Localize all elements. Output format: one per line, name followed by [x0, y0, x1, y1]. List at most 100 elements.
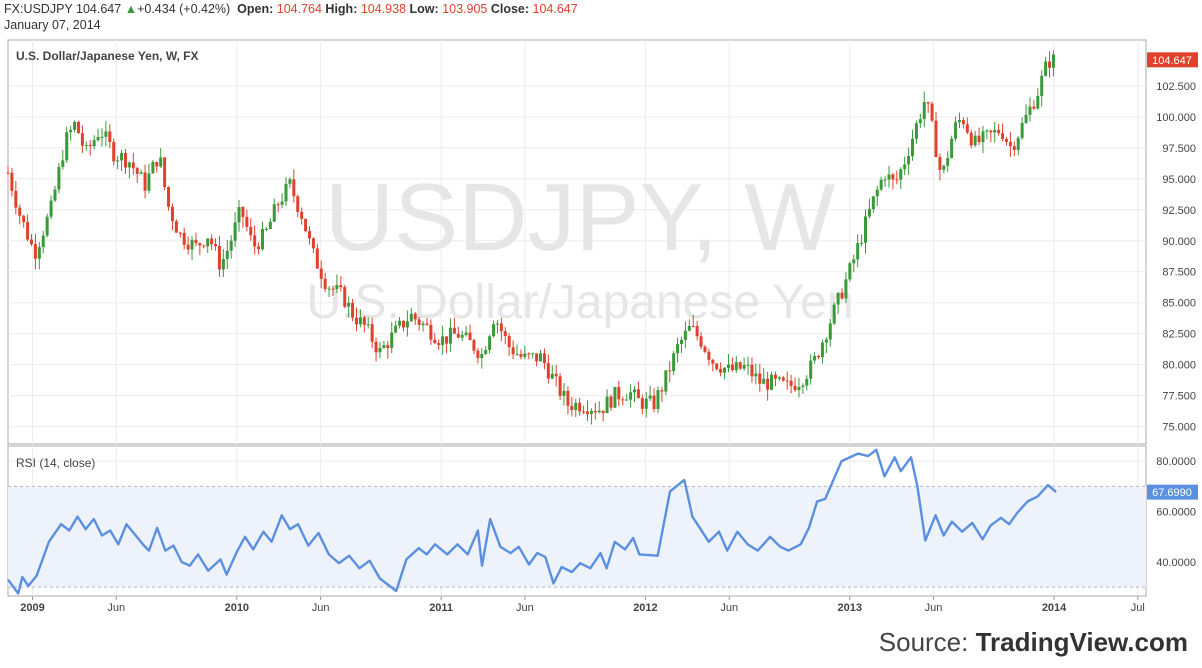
candle-body-up	[676, 344, 680, 354]
candle-body-up	[742, 365, 746, 369]
candle-body-up	[860, 242, 864, 244]
close-value: 104.647	[532, 2, 578, 16]
candle-body-down	[711, 359, 715, 364]
price-tick-label: 75.000	[1162, 422, 1196, 434]
candle-body-down	[311, 238, 315, 249]
candle-body-down	[472, 340, 476, 351]
candle-body-up	[770, 374, 774, 390]
candle-body-down	[593, 410, 597, 413]
candle-body-up	[366, 324, 370, 326]
candle-body-down	[699, 336, 703, 347]
candle-body-up	[910, 138, 914, 157]
candle-body-down	[182, 232, 186, 245]
candlestick-series[interactable]	[6, 50, 1055, 425]
price-y-axis[interactable]: 75.000 77.500 80.000 82.500 85.000 87.500 90.0…	[1156, 81, 1196, 434]
candle-body-up	[820, 342, 824, 358]
candle-body-down	[10, 172, 14, 191]
price-pane[interactable]	[7, 39, 1147, 445]
candle-body-down	[170, 206, 174, 222]
candle-body-up	[539, 353, 543, 362]
price-tick-label: 82.500	[1162, 329, 1196, 341]
candle-body-up	[69, 129, 73, 133]
candle-body-down	[33, 244, 37, 259]
time-tick-label: Jun	[720, 602, 738, 614]
candle-body-down	[519, 354, 523, 357]
candle-body-down	[476, 350, 480, 359]
candle-body-down	[304, 218, 308, 232]
candle-body-down	[108, 131, 112, 143]
price-tick-label: 100.000	[1156, 112, 1196, 124]
candle-body-up	[1024, 114, 1028, 123]
candle-body-down	[362, 317, 366, 325]
candle-body-down	[695, 325, 699, 337]
candle-body-up	[852, 259, 856, 264]
candle-body-up	[672, 353, 676, 372]
candle-body-down	[433, 339, 437, 344]
candle-body-up	[464, 332, 468, 336]
price-chart-title: U.S. Dollar/Japanese Yen, W, FX	[16, 49, 199, 63]
candle-body-down	[527, 353, 531, 355]
candle-body-down	[582, 411, 586, 413]
candle-body-up	[441, 336, 445, 345]
price-grid	[8, 40, 1146, 444]
last-rsi-badge-label: 67.6990	[1152, 487, 1192, 499]
rsi-series[interactable]	[7, 448, 1057, 595]
time-x-axis[interactable]: 2009 Jun 2010 Jun 2011 Jun 2012 Jun 2013 Jun 2014 J…	[20, 596, 1145, 614]
rsi-y-axis[interactable]: 40.0000 60.0000 80.0000	[1156, 456, 1196, 569]
candle-body-down	[738, 362, 742, 369]
candle-body-down	[307, 231, 311, 239]
candle-body-down	[445, 336, 449, 344]
candle-body-down	[374, 341, 378, 353]
low-label: Low:	[409, 2, 439, 16]
candle-body-down	[891, 174, 895, 180]
candle-body-down	[249, 226, 253, 236]
candle-body-down	[895, 179, 899, 181]
candle-body-up	[871, 196, 875, 210]
candle-body-down	[542, 353, 546, 364]
candle-body-up	[687, 325, 691, 331]
candle-body-up	[480, 353, 484, 359]
candle-body-up	[562, 390, 566, 396]
candle-body-down	[163, 157, 167, 188]
rsi-chart-title: RSI (14, close)	[16, 456, 95, 470]
candle-body-up	[92, 140, 96, 147]
candle-body-down	[546, 363, 550, 379]
symbol-label[interactable]: FX:USDJPY	[4, 2, 73, 16]
price-tick-label: 80.000	[1162, 360, 1196, 372]
candle-body-up	[762, 378, 766, 384]
candle-body-down	[468, 332, 472, 341]
candle-body-down	[707, 351, 711, 360]
up-arrow-icon: ▲	[124, 2, 138, 16]
time-tick-label: 2011	[429, 602, 453, 614]
candle-body-up	[954, 122, 958, 139]
candle-body-down	[989, 130, 993, 133]
source-brand: TradingView.com	[975, 627, 1188, 657]
candle-body-up	[405, 321, 409, 328]
candle-body-down	[793, 385, 797, 391]
candle-body-up	[37, 247, 41, 259]
candle-body-down	[668, 370, 672, 372]
price-tick-label: 95.000	[1162, 174, 1196, 186]
last-price: 104.647	[76, 2, 122, 16]
candle-body-up	[985, 130, 989, 132]
candle-body-down	[691, 325, 695, 327]
candle-body-down	[499, 323, 503, 332]
candle-body-up	[96, 137, 100, 141]
candle-body-down	[296, 196, 300, 212]
candle-body-up	[159, 157, 163, 167]
candle-body-down	[257, 246, 261, 250]
rsi-tick-label: 80.0000	[1156, 456, 1196, 468]
candle-body-up	[61, 160, 65, 167]
candle-body-down	[766, 378, 770, 390]
candle-body-up	[887, 174, 891, 180]
source-credit[interactable]: Source: TradingView.com	[879, 627, 1188, 658]
last-price-badge	[1147, 52, 1198, 68]
candle-body-up	[531, 353, 535, 355]
candle-body-up	[288, 179, 292, 184]
candle-body-up	[41, 235, 45, 248]
candle-body-down	[840, 292, 844, 299]
candle-body-up	[100, 136, 104, 138]
candle-body-up	[856, 243, 860, 260]
candle-body-down	[601, 410, 605, 414]
